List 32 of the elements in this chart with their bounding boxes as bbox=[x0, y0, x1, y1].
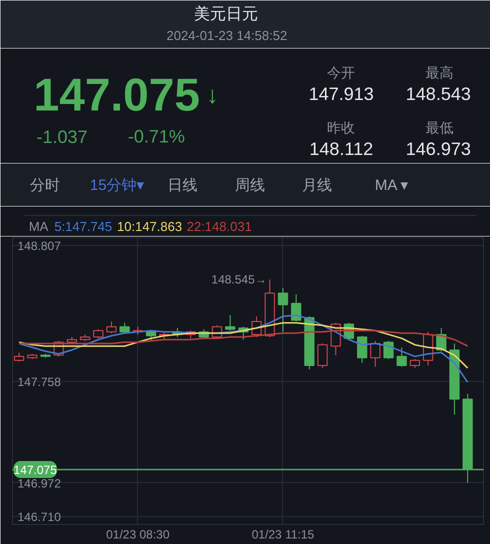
y-tick-label: 148.807 bbox=[18, 239, 62, 254]
annotation: 148.545→ bbox=[211, 272, 267, 287]
text: 最低 bbox=[425, 120, 454, 136]
text: 周线 bbox=[234, 177, 265, 194]
text: MA ▾ bbox=[374, 177, 409, 194]
x-tick-label: 01/23 08:30 bbox=[106, 528, 170, 542]
y-tick-label: 146.710 bbox=[18, 510, 62, 524]
ref-line-label: 147.075 bbox=[14, 463, 58, 478]
chart-title: 美元日元 bbox=[194, 5, 258, 23]
text: 146.973 bbox=[406, 139, 471, 159]
text: 日线 bbox=[168, 177, 198, 194]
text: 147.075 bbox=[34, 68, 200, 120]
text: 分时 bbox=[30, 177, 60, 194]
y-tick-label: 147.758 bbox=[18, 374, 62, 389]
x-tick-label: 01/23 11:15 bbox=[252, 528, 315, 542]
legend-title: MA bbox=[28, 219, 49, 234]
text: 5:147.745 bbox=[54, 219, 112, 234]
text: 今开 bbox=[327, 64, 356, 80]
text: 15分钟▾ bbox=[90, 177, 145, 194]
text: -1.037 bbox=[36, 127, 88, 147]
text: 22:148.031 bbox=[186, 219, 252, 234]
text: -0.71% bbox=[128, 126, 185, 146]
text: ↓ bbox=[206, 82, 218, 109]
text: 10:147.863 bbox=[117, 219, 182, 234]
text: 月线 bbox=[302, 177, 332, 194]
text: 昨收 bbox=[327, 120, 356, 136]
text: 最高 bbox=[425, 64, 454, 80]
text: 148.112 bbox=[309, 139, 374, 159]
text: 147.913 bbox=[308, 84, 374, 104]
text: 148.543 bbox=[406, 84, 471, 104]
chart-subtitle: 2024-01-23 14:58:52 bbox=[166, 28, 288, 43]
y-tick-label: 146.972 bbox=[18, 476, 62, 490]
